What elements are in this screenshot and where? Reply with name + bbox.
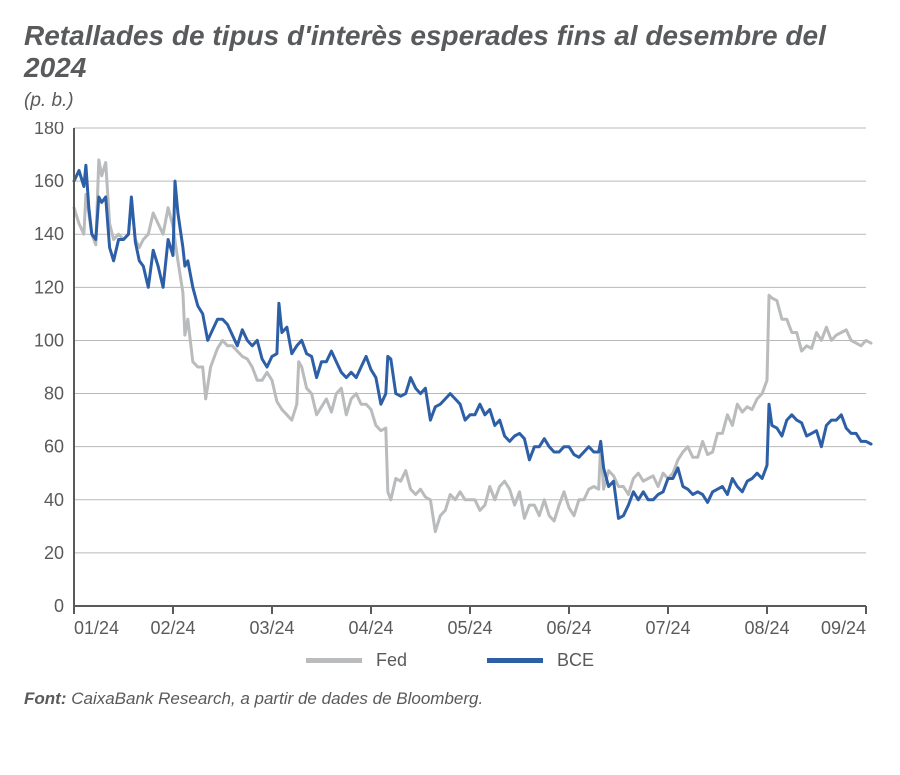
svg-text:60: 60 [44,437,64,457]
svg-text:100: 100 [34,331,64,351]
svg-text:0: 0 [54,596,64,616]
svg-text:03/24: 03/24 [249,618,294,638]
legend-swatch-bce [487,658,543,663]
legend-label-bce: BCE [557,650,594,671]
legend-swatch-fed [306,658,362,663]
source-line: Font: CaixaBank Research, a partir de da… [24,689,876,709]
line-chart: 0 20 40 60 80 100 120 140 160 180 01/24 02/24 03/24 0… [24,122,876,642]
source-text: CaixaBank Research, a partir de dades de… [66,689,483,708]
svg-text:01/24: 01/24 [74,618,119,638]
chart-title: Retallades de tipus d'interès esperades … [24,20,876,84]
svg-text:08/24: 08/24 [744,618,789,638]
svg-text:20: 20 [44,543,64,563]
source-label: Font: [24,689,66,708]
svg-text:09/24: 09/24 [821,618,866,638]
svg-text:02/24: 02/24 [150,618,195,638]
svg-text:07/24: 07/24 [645,618,690,638]
svg-text:160: 160 [34,171,64,191]
legend-item-bce: BCE [487,650,594,671]
svg-text:120: 120 [34,278,64,298]
svg-text:05/24: 05/24 [447,618,492,638]
legend-item-fed: Fed [306,650,407,671]
legend: Fed BCE [24,650,876,671]
svg-text:40: 40 [44,490,64,510]
svg-text:06/24: 06/24 [546,618,591,638]
legend-label-fed: Fed [376,650,407,671]
svg-text:140: 140 [34,225,64,245]
svg-text:180: 180 [34,122,64,138]
svg-text:80: 80 [44,384,64,404]
chart-subtitle: (p. b.) [24,90,876,112]
svg-text:04/24: 04/24 [348,618,393,638]
